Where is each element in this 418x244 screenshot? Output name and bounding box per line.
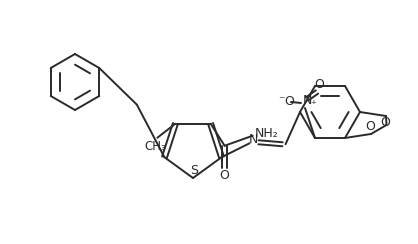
Text: O: O	[380, 116, 390, 130]
Text: ⁻: ⁻	[278, 94, 284, 107]
Text: CH₃: CH₃	[145, 140, 166, 153]
Text: S: S	[190, 164, 198, 177]
Text: ⁺: ⁺	[310, 100, 316, 110]
Text: N: N	[249, 133, 258, 146]
Text: NH₂: NH₂	[255, 127, 278, 140]
Text: O: O	[365, 121, 375, 133]
Text: O: O	[314, 79, 324, 92]
Text: O: O	[220, 169, 229, 182]
Text: N: N	[302, 94, 312, 107]
Text: O: O	[284, 95, 294, 109]
